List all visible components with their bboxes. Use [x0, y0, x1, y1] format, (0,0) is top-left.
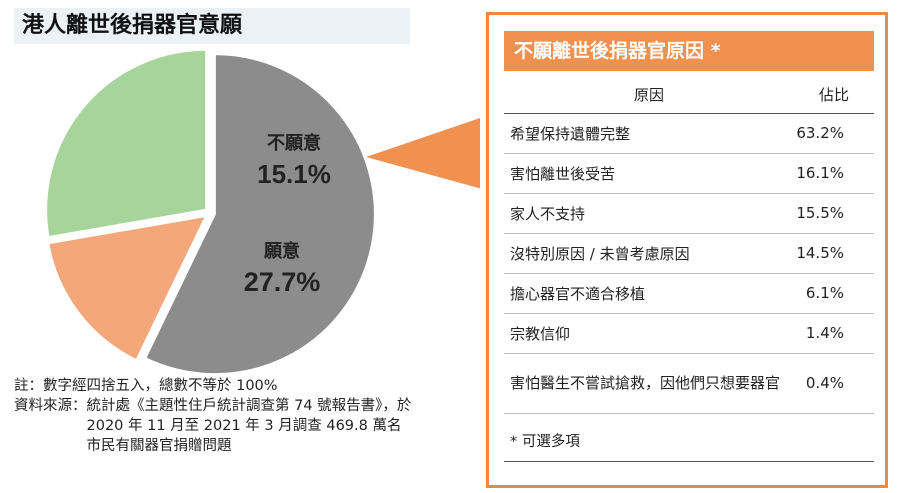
panel-bottom-rule — [504, 461, 874, 462]
slice-label: 不願意 — [267, 132, 321, 154]
pct-cell: 0.4% — [794, 353, 874, 414]
column-header-pct: 佔比 — [794, 77, 874, 114]
reasons-panel: 不願離世後捐器官原因 * 原因 佔比 希望保持遺體完整 63.2% 害怕離世後受… — [486, 12, 888, 488]
table-row: 害怕離世後受苦 16.1% — [504, 153, 874, 194]
table-row: 希望保持遺體完整 63.2% — [504, 113, 874, 154]
reason-cell: 家人不支持 — [504, 193, 795, 234]
pie-slice — [45, 48, 208, 239]
source-text: 統計處《主題性住戶統計調查第 74 號報告書》，於 2020 年 11 月至 2… — [86, 398, 412, 454]
table-row: 擔心器官不適合移植 6.1% — [504, 273, 874, 314]
pie-slice — [143, 53, 376, 374]
reason-cell: 害怕醫生不嘗試搶救，因他們只想要器官 — [504, 353, 795, 414]
panel-title: 不願離世後捐器官原因 * — [504, 31, 874, 71]
table-row: 害怕醫生不嘗試搶救，因他們只想要器官 0.4% — [504, 353, 874, 414]
slice-value-label: 15.1% — [257, 159, 331, 189]
source-row: 資料來源： 統計處《主題性住戶統計調查第 74 號報告書》，於 2020 年 1… — [14, 396, 414, 456]
pct-cell: 14.5% — [794, 233, 874, 274]
notes: 註： 數字經四捨五入，總數不等於 100% 資料來源： 統計處《主題性住戶統計調… — [14, 376, 414, 456]
pointer-triangle — [366, 118, 480, 189]
reason-cell: 宗教信仰 — [504, 313, 795, 354]
note-text: 數字經四捨五入，總數不等於 100% — [43, 378, 278, 394]
note-label: 註： — [14, 378, 43, 394]
note-row: 註： 數字經四捨五入，總數不等於 100% — [14, 376, 414, 396]
slice-value-label: 27.7% — [244, 267, 321, 297]
reason-cell: 希望保持遺體完整 — [504, 113, 795, 154]
pct-cell: 1.4% — [794, 313, 874, 354]
source-label: 資料來源： — [14, 398, 87, 414]
reason-cell: 擔心器官不適合移植 — [504, 273, 795, 314]
pct-cell: 16.1% — [794, 153, 874, 194]
table-row: 家人不支持 15.5% — [504, 193, 874, 234]
table-row: 宗教信仰 1.4% — [504, 313, 874, 354]
footnote: * 可選多項 — [510, 434, 580, 450]
pct-cell: 6.1% — [794, 273, 874, 314]
slice-label: 願意 — [264, 240, 300, 262]
column-header-reason: 原因 — [504, 77, 795, 114]
left-title: 港人離世後捐器官意願 — [14, 8, 410, 44]
reasons-table: 原因 佔比 希望保持遺體完整 63.2% 害怕離世後受苦 16.1% 家人不支持… — [504, 77, 874, 414]
table-row: 沒特別原因 / 未曾考慮原因 14.5% — [504, 233, 874, 274]
table-header-row: 原因 佔比 — [504, 77, 874, 114]
pie-slice — [47, 214, 208, 362]
reason-cell: 沒特別原因 / 未曾考慮原因 — [504, 233, 795, 274]
pct-cell: 63.2% — [794, 113, 874, 154]
reason-cell: 害怕離世後受苦 — [504, 153, 795, 194]
pct-cell: 15.5% — [794, 193, 874, 234]
